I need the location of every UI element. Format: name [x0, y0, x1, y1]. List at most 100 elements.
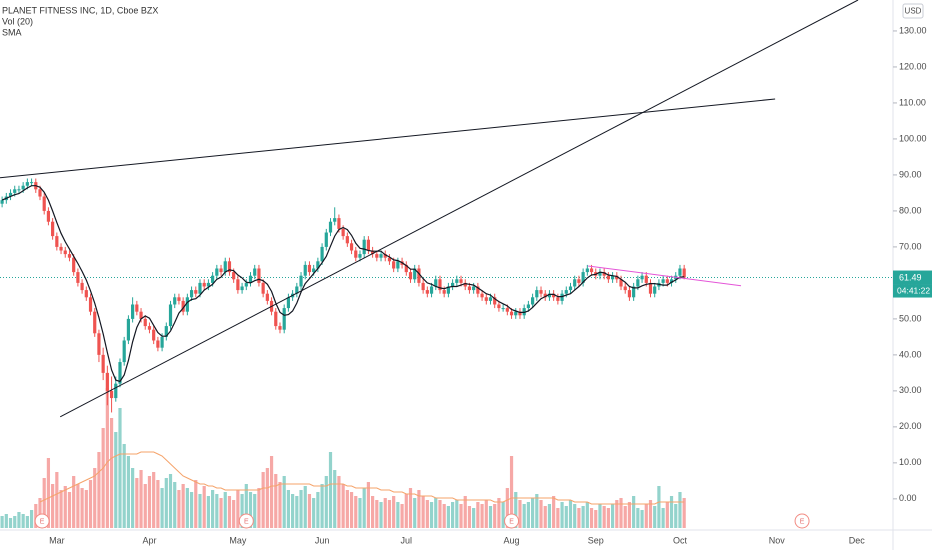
- volume-bar: [392, 496, 396, 528]
- candle-body: [413, 268, 417, 280]
- candle-body: [152, 329, 156, 341]
- volume-bar: [46, 458, 51, 528]
- candle-body: [63, 250, 67, 255]
- volume-bar: [93, 468, 97, 528]
- earnings-marker[interactable]: [238, 513, 254, 529]
- volume-bar: [455, 500, 459, 528]
- x-tick-label: Sep: [588, 535, 604, 545]
- sma-label: SMA: [2, 27, 22, 37]
- candle-body: [408, 272, 413, 280]
- volume-bar: [362, 488, 366, 528]
- candle-body: [105, 372, 109, 391]
- volume-bar: [640, 510, 644, 528]
- volume-bar: [501, 502, 505, 528]
- volume-bar: [80, 488, 84, 528]
- volume-bar: [379, 502, 383, 528]
- candle-body: [552, 293, 556, 298]
- y-tick-label: 100.00: [899, 133, 927, 143]
- volume-bar: [375, 500, 379, 528]
- volume-bar: [665, 502, 669, 528]
- candle-body: [438, 279, 442, 291]
- candle-body: [623, 286, 627, 291]
- volume-bar: [476, 502, 480, 528]
- volume-bar: [661, 508, 665, 528]
- candle-body: [421, 282, 425, 291]
- x-tick-label: May: [229, 535, 247, 545]
- earnings-label[interactable]: E: [40, 518, 45, 525]
- candle-body: [560, 293, 564, 301]
- earnings-marker[interactable]: [504, 513, 520, 529]
- volume-bar: [653, 506, 657, 528]
- volume-bar: [446, 506, 450, 528]
- volume-bar: [88, 480, 93, 528]
- candle-body: [392, 261, 396, 269]
- candle-body: [451, 282, 455, 287]
- earnings-label[interactable]: E: [800, 518, 805, 525]
- volume-bar: [358, 498, 362, 528]
- volume-bar: [619, 498, 623, 528]
- earnings-label[interactable]: E: [244, 518, 249, 525]
- volume-bar: [434, 498, 438, 528]
- x-tick-label: Dec: [849, 535, 866, 545]
- volume-bar: [371, 496, 375, 528]
- candle-body: [585, 268, 589, 273]
- candle-body: [248, 275, 253, 283]
- volume-bar: [303, 486, 307, 528]
- volume-bar: [497, 498, 501, 528]
- volume-bar: [354, 496, 358, 528]
- y-tick-label: 120.00: [899, 61, 927, 71]
- candle-body: [505, 308, 509, 312]
- volume-bar: [0, 516, 4, 528]
- volume-bar: [8, 518, 13, 528]
- volume-bar: [463, 496, 467, 528]
- earnings-marker[interactable]: [34, 513, 50, 529]
- volume-bar: [139, 470, 143, 528]
- volume-bar: [307, 494, 312, 528]
- volume-bar: [484, 500, 488, 528]
- candle-body: [610, 275, 615, 280]
- volume-bar: [25, 516, 29, 528]
- volume-bar: [13, 516, 17, 528]
- candle-body: [206, 282, 211, 287]
- candle-body: [198, 282, 202, 294]
- candle-body: [375, 254, 379, 258]
- volume-bar: [674, 504, 678, 528]
- candle-body: [581, 272, 585, 283]
- trend-line: [588, 265, 742, 287]
- y-tick-label: 80.00: [899, 205, 922, 215]
- volume-bar: [568, 500, 573, 528]
- trend-line: [0, 98, 776, 179]
- candle-body: [480, 293, 484, 298]
- volume-bar: [459, 504, 463, 528]
- volume-bar: [387, 500, 392, 528]
- candle-body: [463, 282, 467, 287]
- candle-body: [88, 297, 93, 312]
- volume-bar: [442, 504, 446, 528]
- candle-body: [139, 311, 143, 319]
- candle-body: [526, 304, 530, 309]
- candle-body: [236, 279, 240, 291]
- candle-body: [682, 268, 686, 278]
- x-tick-label: Mar: [49, 535, 65, 545]
- earnings-label[interactable]: E: [509, 518, 514, 525]
- volume-bar: [425, 500, 429, 528]
- countdown-label: 04:41:22: [897, 285, 930, 295]
- currency-box[interactable]: [902, 3, 924, 19]
- volume-bar: [535, 494, 539, 528]
- last-price-label: 61.49: [899, 272, 922, 282]
- volume-bar: [509, 456, 514, 528]
- candle-body: [362, 239, 366, 255]
- candle-body: [253, 268, 257, 276]
- y-tick-label: 10.00: [899, 457, 922, 467]
- candle-body: [38, 189, 42, 197]
- candle-body: [278, 326, 282, 330]
- candle-body: [497, 304, 501, 309]
- earnings-marker[interactable]: [794, 513, 810, 529]
- candle-body: [97, 333, 101, 355]
- currency[interactable]: USD: [905, 7, 922, 16]
- volume-bar: [518, 500, 522, 528]
- candle-body: [539, 290, 543, 294]
- volume-bar: [253, 494, 257, 528]
